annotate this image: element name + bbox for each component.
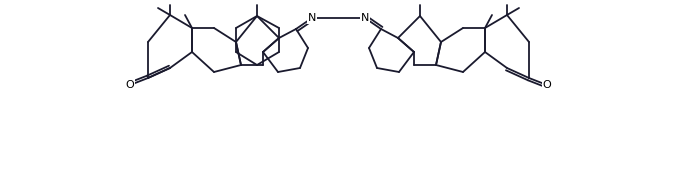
Text: N: N [308,13,316,23]
Text: O: O [126,80,134,90]
Text: N: N [361,13,369,23]
Text: O: O [543,80,551,90]
